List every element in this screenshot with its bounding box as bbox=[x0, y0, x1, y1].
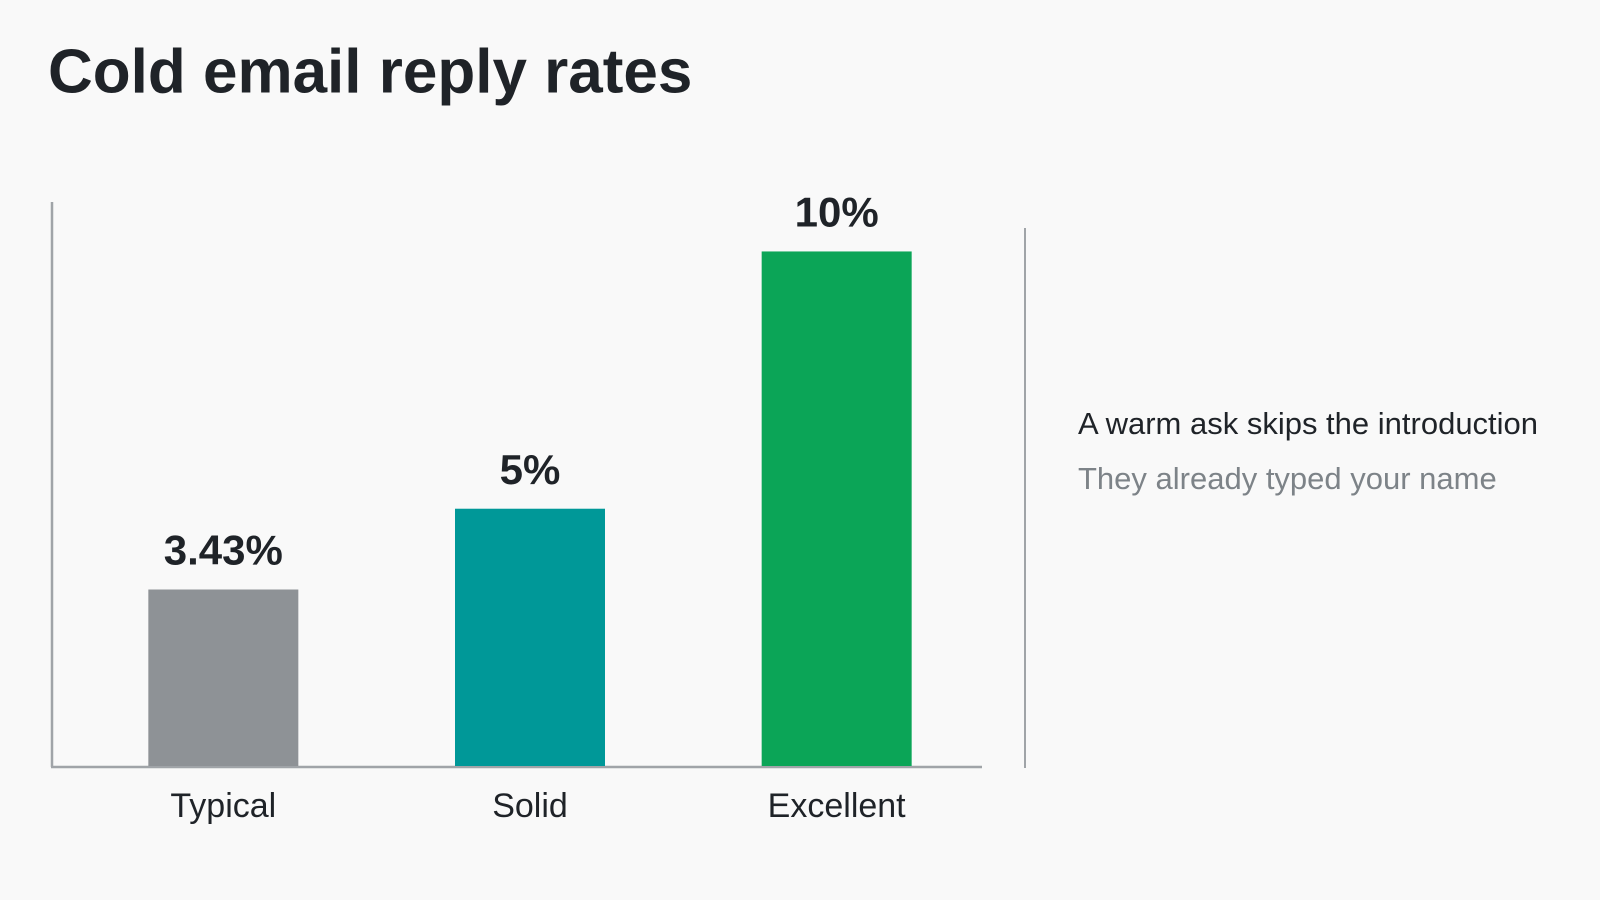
annotation-title: A warm ask skips the introduction bbox=[1078, 406, 1538, 441]
bar bbox=[455, 508, 605, 766]
bar bbox=[148, 589, 299, 766]
value-label: 10% bbox=[795, 189, 879, 236]
x-tick-label: Typical bbox=[170, 787, 276, 825]
x-tick-label: Excellent bbox=[768, 787, 907, 825]
chart-title: Cold email reply rates bbox=[48, 37, 692, 106]
value-label: 5% bbox=[500, 446, 561, 493]
bar bbox=[761, 251, 912, 767]
x-tick-label: Solid bbox=[492, 787, 568, 825]
value-label: 3.43% bbox=[164, 527, 283, 574]
annotation-subtitle: They already typed your name bbox=[1078, 461, 1497, 496]
